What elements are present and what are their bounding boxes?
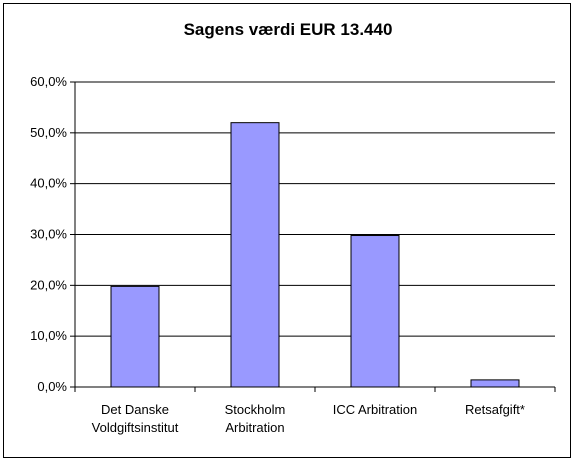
y-tick-label: 50,0% [30,125,67,140]
y-tick-label: 30,0% [30,227,67,242]
bar [110,285,160,388]
y-tick-label: 0,0% [37,379,67,394]
x-tick-label-line: Retsafgift* [465,402,525,417]
bar [230,122,280,388]
x-tick-label-line: Voldgiftsinstitut [92,420,179,435]
x-tick-label: ICC Arbitration [333,402,418,417]
x-tick-label-line: Arbitration [225,420,284,435]
x-tick-label-line: ICC Arbitration [333,402,418,417]
bar [470,379,520,388]
y-tick-label: 40,0% [30,176,67,191]
x-tick-label: Det Danske Voldgiftsinstitut [92,402,179,435]
x-tick-label: Stockholm Arbitration [225,402,286,435]
chart-title: Sagens værdi EUR 13.440 [183,20,393,39]
x-tick-label-line: Stockholm [225,402,286,417]
y-tick-label: 60,0% [30,74,67,89]
bar [350,235,400,388]
x-tick-label: Retsafgift* [465,402,525,417]
y-tick-label: 10,0% [30,328,67,343]
x-tick-label-line: Det Danske [101,402,169,417]
y-tick-label: 20,0% [30,277,67,292]
